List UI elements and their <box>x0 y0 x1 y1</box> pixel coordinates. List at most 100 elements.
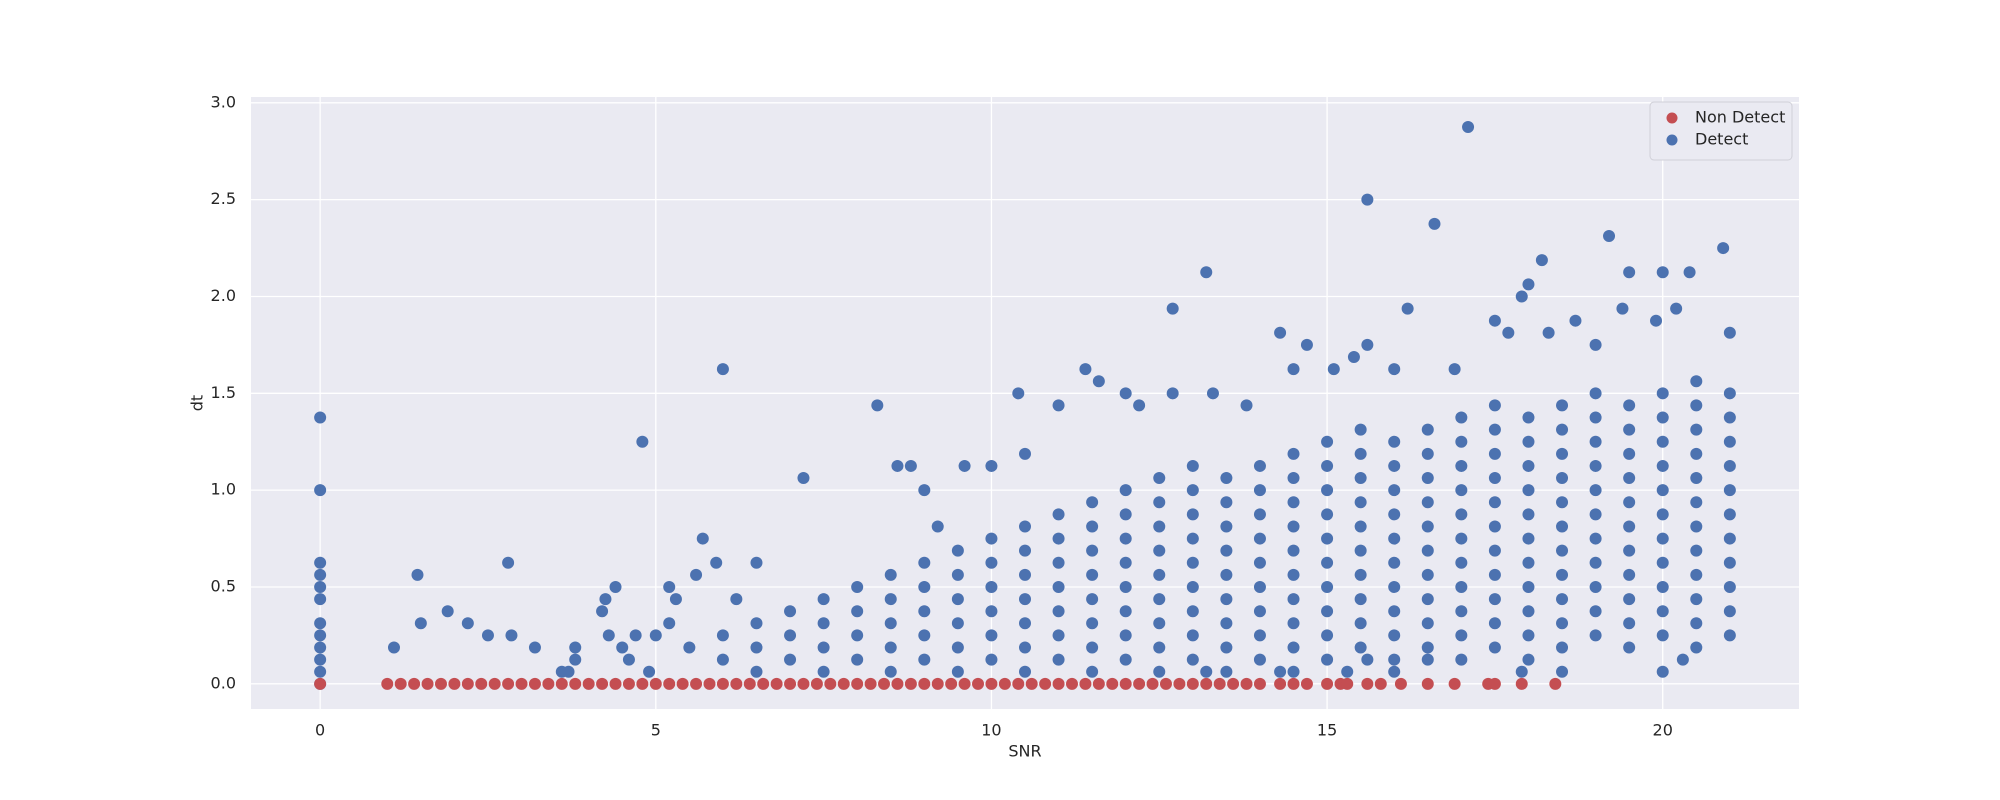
data-point <box>1287 520 1300 533</box>
data-point <box>985 653 998 666</box>
data-point <box>1287 472 1300 485</box>
data-point <box>441 605 454 618</box>
legend-label: Non Detect <box>1695 108 1785 127</box>
data-point <box>1522 508 1535 521</box>
data-point <box>596 677 609 690</box>
data-point <box>1488 399 1501 412</box>
data-point <box>951 617 964 630</box>
data-point <box>1623 544 1636 557</box>
data-point <box>1421 496 1434 509</box>
data-point <box>1119 580 1132 593</box>
data-point <box>1388 484 1401 497</box>
data-point <box>1012 677 1025 690</box>
data-point <box>1253 532 1266 545</box>
data-point <box>1253 605 1266 618</box>
data-point <box>1690 375 1703 388</box>
data-point <box>1321 580 1334 593</box>
data-point <box>599 593 612 606</box>
data-point <box>602 629 615 642</box>
data-point <box>1287 665 1300 678</box>
data-point <box>1448 677 1461 690</box>
data-point <box>461 617 474 630</box>
data-point <box>1522 532 1535 545</box>
data-point <box>690 568 703 581</box>
data-point <box>1522 629 1535 642</box>
data-point <box>1488 544 1501 557</box>
data-point <box>1623 617 1636 630</box>
data-point <box>1723 459 1736 472</box>
data-point <box>1515 677 1528 690</box>
data-point <box>1153 665 1166 678</box>
data-point <box>904 459 917 472</box>
data-point <box>569 653 582 666</box>
data-point <box>871 399 884 412</box>
data-point <box>1253 653 1266 666</box>
data-point <box>716 629 729 642</box>
data-point <box>1052 629 1065 642</box>
data-point <box>797 677 810 690</box>
data-point <box>1186 484 1199 497</box>
data-point <box>1153 593 1166 606</box>
data-point <box>1623 496 1636 509</box>
data-point <box>616 641 629 654</box>
data-point <box>1623 593 1636 606</box>
data-point <box>1535 254 1548 267</box>
data-point <box>1388 629 1401 642</box>
data-point <box>622 653 635 666</box>
data-point <box>569 641 582 654</box>
data-point <box>1321 653 1334 666</box>
data-point <box>1623 520 1636 533</box>
data-point <box>387 641 400 654</box>
data-point <box>750 556 763 569</box>
data-point <box>1723 605 1736 618</box>
data-point <box>1086 593 1099 606</box>
data-point <box>1321 484 1334 497</box>
data-point <box>1240 399 1253 412</box>
data-point <box>314 677 327 690</box>
data-point <box>1253 508 1266 521</box>
data-point <box>1488 496 1501 509</box>
data-point <box>314 593 327 606</box>
data-point <box>1052 580 1065 593</box>
data-point <box>1321 435 1334 448</box>
data-point <box>629 629 642 642</box>
data-point <box>1421 568 1434 581</box>
y-axis-label: dt <box>188 395 207 411</box>
data-point <box>582 677 595 690</box>
data-point <box>663 677 676 690</box>
data-point <box>669 593 682 606</box>
data-point <box>1361 677 1374 690</box>
data-point <box>985 629 998 642</box>
data-point <box>1623 266 1636 279</box>
data-point <box>891 459 904 472</box>
data-point <box>1623 568 1636 581</box>
data-point <box>998 677 1011 690</box>
data-point <box>1321 556 1334 569</box>
data-point <box>958 677 971 690</box>
data-point <box>1119 677 1132 690</box>
data-point <box>1347 351 1360 364</box>
data-point <box>918 484 931 497</box>
data-point <box>1690 544 1703 557</box>
data-point <box>1556 568 1569 581</box>
data-point <box>1656 459 1669 472</box>
data-point <box>1186 629 1199 642</box>
data-point <box>851 653 864 666</box>
data-point <box>1039 677 1052 690</box>
data-point <box>1522 484 1535 497</box>
data-point <box>1723 580 1736 593</box>
data-point <box>636 435 649 448</box>
data-point <box>663 617 676 630</box>
data-point <box>1515 665 1528 678</box>
data-point <box>743 677 756 690</box>
data-point <box>884 617 897 630</box>
data-point <box>1119 387 1132 400</box>
data-point <box>1153 496 1166 509</box>
data-point <box>1690 520 1703 533</box>
data-point <box>1556 496 1569 509</box>
data-point <box>1388 532 1401 545</box>
data-point <box>1723 326 1736 339</box>
data-point <box>1119 508 1132 521</box>
data-point <box>314 556 327 569</box>
